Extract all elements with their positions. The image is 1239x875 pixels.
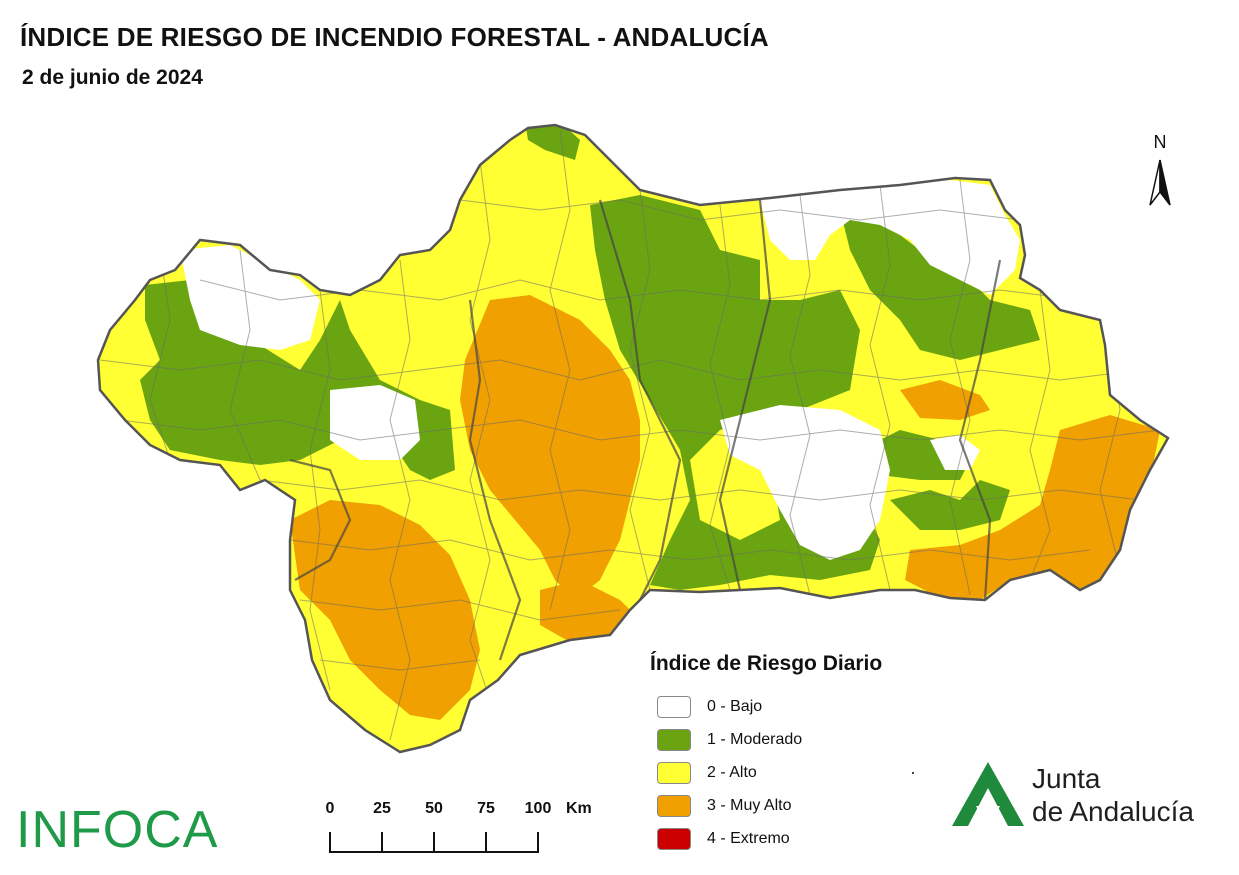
legend-label: 3 - Muy Alto [707, 796, 792, 814]
junta-andalucia-logo-icon [952, 762, 1024, 826]
scale-tick [537, 832, 539, 853]
zone-bajo-sierra-norte [330, 385, 420, 460]
north-arrow: N [1140, 130, 1180, 210]
scale-tick [329, 832, 331, 853]
infoca-logo: INFOCA [16, 801, 219, 859]
legend-label: 2 - Alto [707, 763, 757, 781]
north-arrow-icon: N [1149, 132, 1171, 206]
zone-bajo-granada [720, 405, 890, 560]
scale-label: 50 [425, 800, 443, 817]
scale-label: 100 [524, 800, 552, 817]
risk-zones [98, 125, 1168, 752]
junta-line1: Junta [1032, 763, 1101, 794]
legend-swatch [657, 761, 691, 784]
zone-bajo-aracena [180, 245, 320, 350]
legend-label: 4 - Extremo [707, 829, 790, 847]
legend-item-extremo: 4 - Extremo [657, 822, 882, 855]
zone-moderado-top [525, 125, 580, 160]
legend-title: Índice de Riesgo Diario [650, 652, 883, 675]
junta-andalucia-logo-text: Junta de Andalucía [1032, 762, 1194, 828]
north-label: N [1154, 132, 1167, 152]
scale-tick [381, 832, 383, 853]
legend-swatch [657, 728, 691, 751]
zone-muy-alto-campina [460, 295, 640, 600]
zone-muy-alto-cadiz [290, 500, 480, 720]
zone-bajo-cazorla [760, 180, 1020, 295]
municipal-boundaries [99, 129, 1161, 741]
legend-swatch [657, 827, 691, 850]
legend-label: 0 - Bajo [707, 697, 763, 715]
map-date: 2 de junio de 2024 [22, 66, 203, 89]
scale-label: 75 [477, 800, 495, 817]
zone-muy-alto-malaga [540, 580, 640, 642]
zone-muy-alto-almeria [905, 415, 1160, 600]
legend-item-bajo: 0 - Bajo [657, 690, 882, 723]
zone-moderado-jaen [840, 210, 1040, 360]
map-title: ÍNDICE DE RIESGO DE INCENDIO FORESTAL - … [20, 22, 769, 52]
scale-label: 25 [373, 800, 391, 817]
map-artifact-dot [912, 772, 914, 774]
scale-tick [433, 832, 435, 853]
legend-swatch [657, 695, 691, 718]
province-boundaries [289, 199, 1002, 661]
legend-item-muy-alto: 3 - Muy Alto [657, 789, 882, 822]
legend: Índice de Riesgo Diario 0 - Bajo 1 - Mod… [650, 652, 882, 855]
legend-item-alto: 2 - Alto [657, 756, 882, 789]
scale-label: 0 [325, 800, 335, 817]
scale-tick [485, 832, 487, 853]
legend-label: 1 - Moderado [707, 730, 803, 748]
legend-swatch [657, 794, 691, 817]
legend-item-moderado: 1 - Moderado [657, 723, 882, 756]
junta-line2: de Andalucía [1032, 796, 1194, 827]
scale-bar: 0 25 50 75 100 Km [322, 800, 612, 860]
scale-unit: Km [566, 800, 592, 817]
